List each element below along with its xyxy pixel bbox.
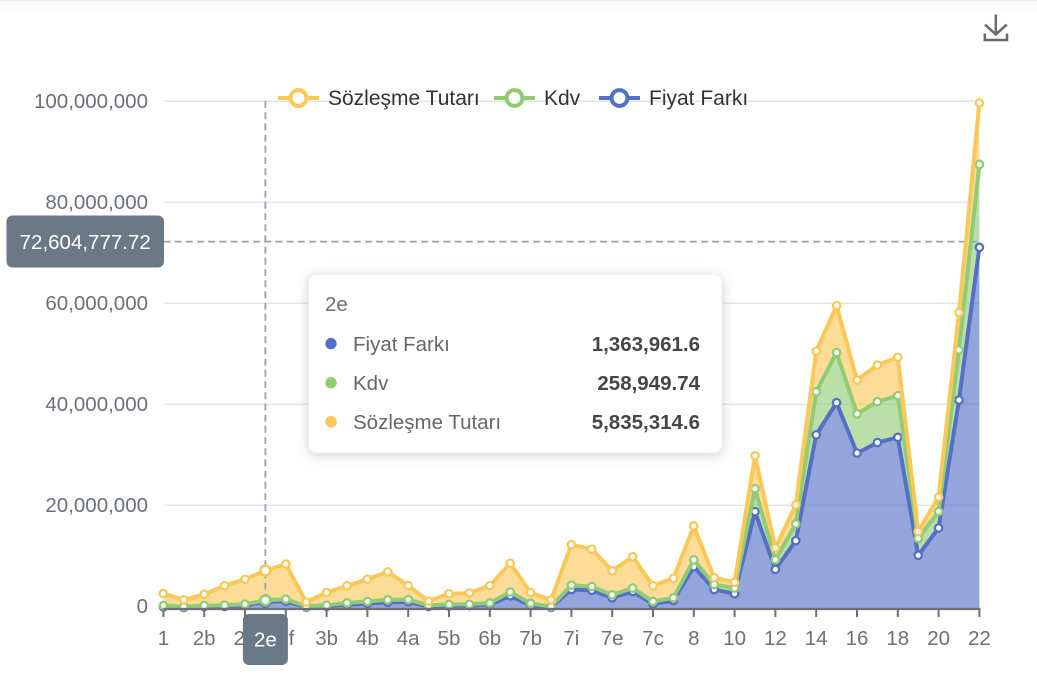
svg-text:4b: 4b	[356, 627, 379, 650]
svg-text:4a: 4a	[397, 627, 420, 650]
svg-text:2e: 2e	[254, 629, 277, 652]
svg-text:18: 18	[886, 627, 909, 650]
svg-text:5b: 5b	[438, 627, 461, 650]
svg-text:Sözleşme Tutarı: Sözleşme Tutarı	[328, 87, 480, 110]
svg-text:16: 16	[846, 627, 869, 650]
svg-text:2b: 2b	[193, 627, 216, 650]
svg-text:12: 12	[764, 627, 787, 650]
svg-text:7e: 7e	[601, 627, 624, 650]
svg-text:Sözleşme Tutarı: Sözleşme Tutarı	[353, 411, 501, 434]
svg-text:20: 20	[927, 627, 950, 650]
svg-text:Kdv: Kdv	[544, 87, 581, 110]
svg-text:Fiyat Farkı: Fiyat Farkı	[649, 87, 748, 110]
svg-text:40,000,000: 40,000,000	[45, 393, 148, 416]
svg-text:0: 0	[137, 595, 148, 618]
svg-text:5,835,314.6: 5,835,314.6	[592, 411, 700, 434]
svg-text:258,949.74: 258,949.74	[597, 372, 700, 395]
svg-text:100,000,000: 100,000,000	[34, 90, 148, 113]
svg-text:3b: 3b	[315, 627, 338, 650]
svg-text:8: 8	[688, 627, 699, 650]
svg-text:20,000,000: 20,000,000	[45, 494, 148, 517]
svg-text:Fiyat Farkı: Fiyat Farkı	[353, 333, 450, 356]
svg-text:72,604,777.72: 72,604,777.72	[20, 231, 151, 254]
svg-text:1: 1	[158, 627, 169, 650]
svg-text:Kdv: Kdv	[353, 372, 389, 395]
svg-text:2e: 2e	[325, 293, 348, 316]
svg-text:80,000,000: 80,000,000	[45, 191, 148, 214]
svg-text:7c: 7c	[642, 627, 664, 650]
svg-text:22: 22	[968, 627, 991, 650]
svg-text:6b: 6b	[478, 627, 501, 650]
svg-text:10: 10	[723, 627, 746, 650]
svg-text:14: 14	[805, 627, 828, 650]
svg-text:7b: 7b	[519, 627, 542, 650]
svg-text:1,363,961.6: 1,363,961.6	[592, 333, 700, 356]
svg-text:60,000,000: 60,000,000	[45, 292, 148, 315]
svg-text:7i: 7i	[563, 627, 579, 650]
